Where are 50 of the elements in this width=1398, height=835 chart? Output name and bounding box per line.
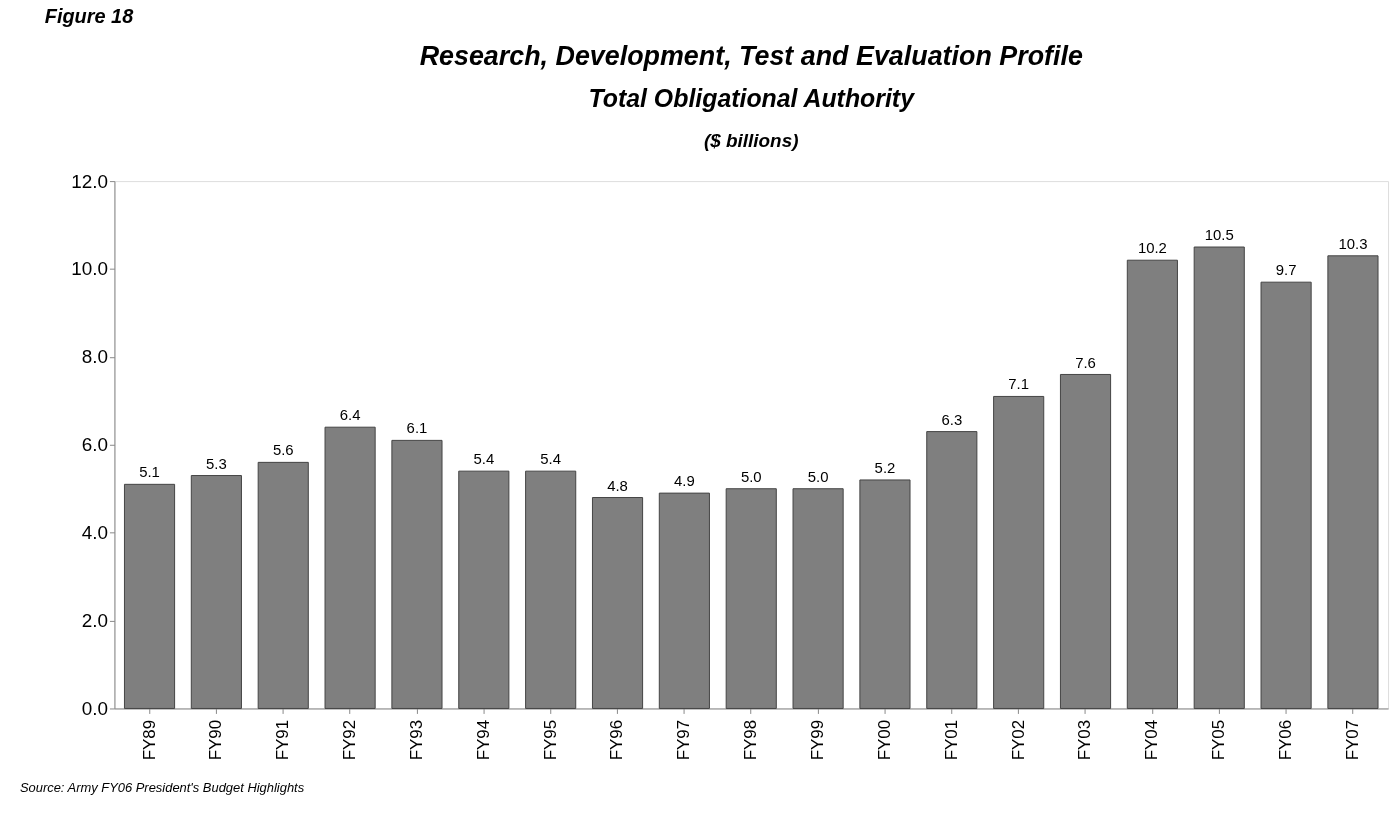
source-note: Source: Army FY06 President's Budget Highlights <box>19 780 305 796</box>
x-tick-label: FY05 <box>1209 719 1229 761</box>
x-tick-label: FY93 <box>406 719 426 761</box>
caption: Figure 18 <box>44 4 135 27</box>
data-label: 10.5 <box>1204 226 1234 244</box>
data-label: 10.2 <box>1137 239 1167 257</box>
data-label: 6.4 <box>339 406 361 424</box>
x-tick-label: FY07 <box>1342 719 1362 761</box>
data-label: 5.6 <box>272 441 294 459</box>
y-tick-label: 6.0 <box>81 434 108 456</box>
y-tick-label: 2.0 <box>81 610 108 632</box>
x-tick-label: FY89 <box>139 719 159 761</box>
x-tick-label: FY97 <box>674 719 694 761</box>
data-label: 5.1 <box>139 463 160 481</box>
data-label: 5.0 <box>807 467 829 485</box>
x-tick-label: FY95 <box>540 719 560 761</box>
data-label: 4.9 <box>674 472 695 490</box>
chart-title: Research, Development, Test and Evaluation Profile <box>419 40 1083 71</box>
x-tick-label: FY01 <box>941 719 961 761</box>
data-label: 7.1 <box>1008 375 1030 393</box>
x-tick-label: FY00 <box>874 719 894 761</box>
x-tick-label: FY92 <box>340 719 360 761</box>
x-tick-label: FY98 <box>741 719 761 761</box>
x-tick-label: FY02 <box>1008 719 1028 761</box>
data-label: 5.3 <box>206 454 227 472</box>
data-label: 6.3 <box>941 410 963 428</box>
data-label: 5.4 <box>540 450 562 468</box>
data-label: 5.0 <box>740 467 762 485</box>
data-label: 10.3 <box>1338 234 1368 252</box>
x-tick-label: FY91 <box>273 719 293 761</box>
data-label: 9.7 <box>1275 261 1297 279</box>
data-label: 4.8 <box>607 476 628 494</box>
y-tick-label: 4.0 <box>81 522 108 544</box>
y-tick-label: 8.0 <box>81 346 108 368</box>
y-tick-label: 12.0 <box>71 170 108 192</box>
x-tick-label: FY94 <box>473 719 493 761</box>
x-tick-label: FY06 <box>1276 719 1296 761</box>
data-label: 5.2 <box>874 458 896 476</box>
data-label: 6.1 <box>406 419 428 437</box>
x-tick-label: FY04 <box>1142 719 1162 761</box>
x-tick-label: FY99 <box>808 719 828 761</box>
data-label: 7.6 <box>1075 353 1096 371</box>
y-axis-title: ($ billions) <box>704 130 799 152</box>
y-tick-label: 10.0 <box>71 258 108 280</box>
chart-subtitle: Total Obligational Authority <box>588 84 916 113</box>
x-tick-label: FY96 <box>607 719 627 761</box>
x-tick-label: FY90 <box>206 719 226 761</box>
x-tick-label: FY03 <box>1075 719 1095 761</box>
y-tick-label: 0.0 <box>81 697 108 719</box>
data-label: 5.4 <box>473 450 495 468</box>
